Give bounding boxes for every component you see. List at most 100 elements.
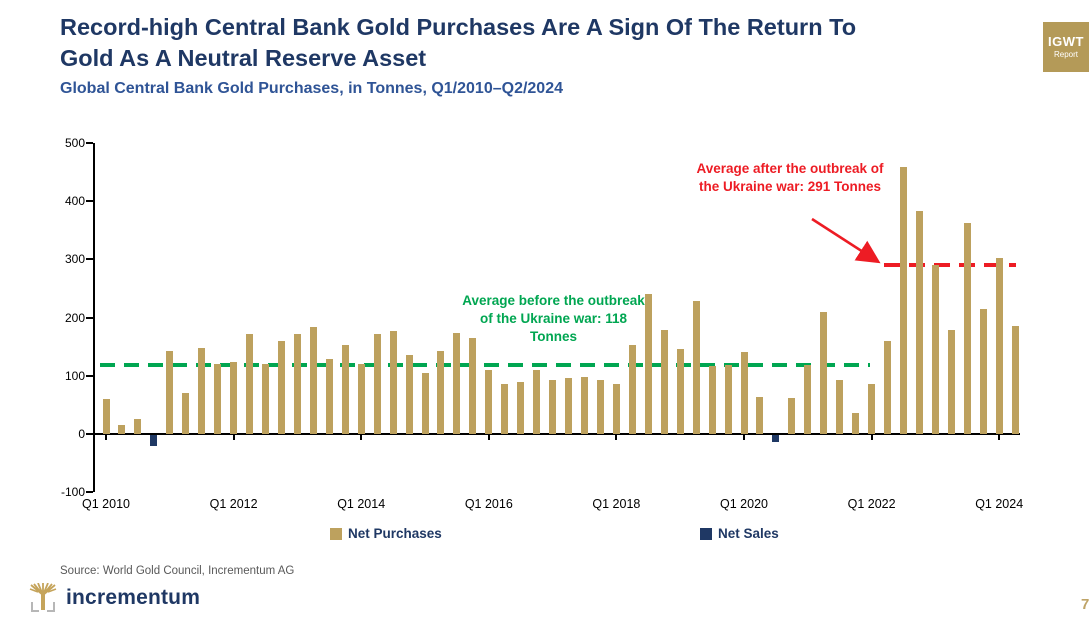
bar-q4-2012 <box>277 340 285 434</box>
legend-net-purchases: Net Purchases <box>330 526 442 541</box>
x-axis-tick <box>998 434 1001 440</box>
bar-q4-2016 <box>533 369 541 434</box>
badge-title: IGWT <box>1048 34 1084 49</box>
bar-q2-2016 <box>501 383 509 434</box>
avg-after-line <box>884 263 1016 267</box>
net-sales-swatch-icon <box>700 527 712 540</box>
incrementum-wordmark: incrementum <box>66 586 201 609</box>
bar-q2-2018 <box>628 345 636 434</box>
bar-q4-2021 <box>852 413 860 434</box>
bar-q1-2024 <box>995 257 1003 434</box>
x-axis-label: Q1 2010 <box>82 497 130 511</box>
bar-q4-2018 <box>660 330 668 434</box>
net-purchases-swatch-icon <box>330 527 342 540</box>
chart-subtitle: Global Central Bank Gold Purchases, in T… <box>60 80 563 97</box>
bar-q1-2010 <box>102 398 110 434</box>
bar-q3-2019 <box>708 365 716 434</box>
y-axis-label: 400 <box>64 194 85 209</box>
bar-q1-2021 <box>804 364 812 434</box>
y-axis-tick <box>86 374 93 377</box>
bar-q1-2013 <box>293 333 301 434</box>
bar-q4-2010 <box>150 434 158 447</box>
bar-q2-2015 <box>437 350 445 434</box>
bar-q4-2015 <box>469 338 477 434</box>
x-axis-tick <box>232 434 235 440</box>
y-axis-tick <box>86 491 93 493</box>
bar-q1-2016 <box>485 369 493 434</box>
source-note: Source: World Gold Council, Incrementum … <box>60 565 295 577</box>
bar-q2-2010 <box>118 425 126 434</box>
bar-q4-2017 <box>596 379 604 434</box>
bar-q1-2017 <box>549 379 557 434</box>
igwt-report-badge: IGWT Report <box>1043 22 1089 72</box>
annotation-avg-after: Average after the outbreak of the Ukrain… <box>696 161 884 194</box>
y-axis-tick <box>86 142 93 144</box>
incrementum-logo: incrementum <box>28 583 200 613</box>
bar-q2-2020 <box>756 397 764 434</box>
bar-q4-2023 <box>979 308 987 434</box>
title-block: Record-high Central Bank Gold Purchases … <box>60 12 856 98</box>
bar-q1-2019 <box>676 349 684 434</box>
y-axis-label: 200 <box>64 310 85 325</box>
x-axis-label: Q1 2012 <box>209 497 258 511</box>
bar-q2-2019 <box>692 301 700 434</box>
bar-q2-2024 <box>1011 326 1019 434</box>
x-axis-tick <box>615 434 618 440</box>
tree-logo-icon <box>29 583 57 612</box>
x-axis-tick <box>870 434 873 440</box>
bar-q2-2017 <box>565 377 573 434</box>
y-axis-label: -100 <box>60 485 85 499</box>
bar-q3-2014 <box>389 331 397 434</box>
bar-q4-2020 <box>788 397 796 434</box>
legend-net-sales: Net Sales <box>700 526 779 541</box>
bar-q3-2013 <box>325 358 333 434</box>
y-axis-tick <box>86 432 93 435</box>
bar-q3-2022 <box>900 167 907 434</box>
bar-q3-2010 <box>134 419 142 434</box>
bar-q1-2020 <box>740 352 748 434</box>
y-axis-label: 500 <box>64 136 85 150</box>
plot-area: Average before the outbreak of the Ukrai… <box>61 136 1023 511</box>
x-axis-tick <box>487 434 490 440</box>
bar-q2-2023 <box>947 330 955 434</box>
bar-q2-2013 <box>309 326 317 434</box>
page-title-line1: Record-high Central Bank Gold Purchases … <box>60 14 857 40</box>
bar-q2-2022 <box>884 340 892 434</box>
bar-q2-2021 <box>820 311 828 434</box>
x-axis-line <box>93 432 1020 435</box>
y-axis-tick <box>86 200 93 203</box>
y-axis-tick <box>86 258 93 261</box>
x-axis-label: Q1 2022 <box>847 497 896 511</box>
bar-q3-2018 <box>644 294 652 434</box>
bar-q3-2021 <box>836 380 844 434</box>
bar-q4-2019 <box>724 364 732 434</box>
annotation-arrow-icon <box>811 217 881 264</box>
x-axis-tick <box>743 434 745 440</box>
bar-q3-2011 <box>198 347 206 434</box>
bar-q4-2013 <box>341 345 349 434</box>
x-axis-label: Q1 2020 <box>720 497 768 511</box>
x-axis-label: Q1 2014 <box>337 497 386 511</box>
bar-q2-2012 <box>246 333 254 434</box>
bar-q3-2023 <box>963 222 971 434</box>
avg-before-line <box>100 363 870 367</box>
y-axis-label: 300 <box>64 252 85 267</box>
bar-q1-2014 <box>357 364 365 434</box>
bar-q1-2023 <box>931 265 939 434</box>
y-axis-tick <box>86 316 93 319</box>
bar-q2-2014 <box>373 333 381 434</box>
bar-q1-2018 <box>612 383 620 434</box>
bar-q4-2011 <box>214 364 222 434</box>
x-axis-label: Q1 2024 <box>975 497 1024 511</box>
bar-q1-2015 <box>421 372 429 434</box>
bar-q3-2015 <box>453 332 461 434</box>
bar-q4-2014 <box>405 355 413 434</box>
legend-net-purchases-label: Net Purchases <box>348 526 442 541</box>
bar-q4-2022 <box>915 211 923 434</box>
legend-net-sales-label: Net Sales <box>718 526 779 541</box>
bar-q3-2020 <box>772 434 780 442</box>
x-axis-label: Q1 2016 <box>464 497 513 511</box>
y-axis-label: 100 <box>64 368 85 383</box>
bar-q3-2016 <box>517 382 525 434</box>
